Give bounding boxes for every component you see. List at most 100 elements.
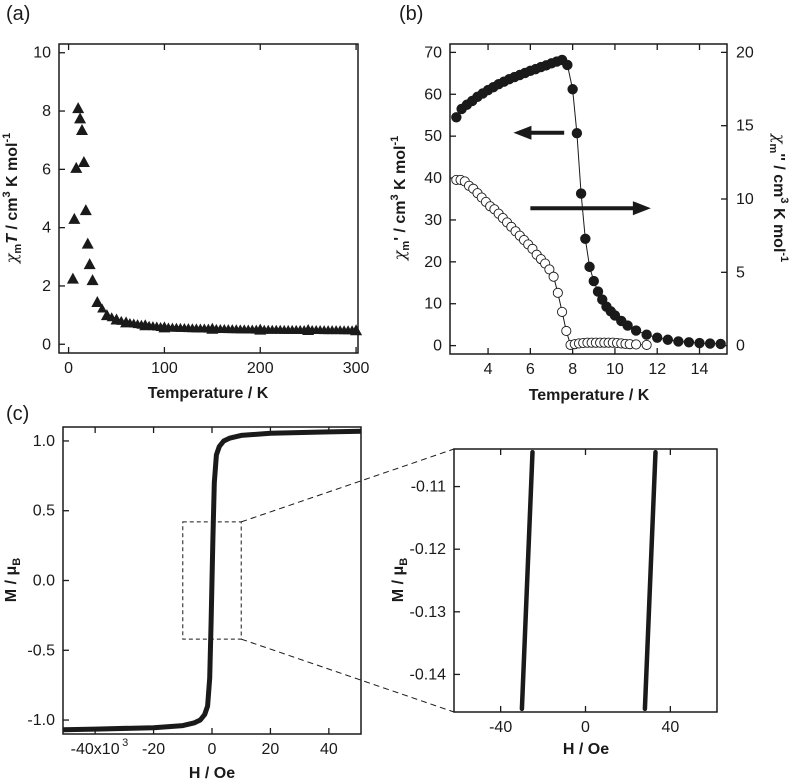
triangle-marker	[299, 324, 310, 334]
y2-label-b-chi: χ	[770, 133, 789, 145]
triangle-marker	[116, 315, 127, 325]
triangle-marker	[203, 323, 214, 333]
inset-branch-right	[642, 449, 658, 712]
inset-branch-left	[519, 449, 535, 712]
open-circle-marker	[552, 287, 563, 298]
triangle-marker	[81, 237, 94, 249]
zoom-leader-top	[241, 448, 455, 523]
y-label-b-unit: / cm	[392, 201, 409, 237]
data-series-c-inset	[519, 449, 658, 712]
b-xtick-label: 4	[484, 361, 493, 378]
axis-ticks-c-main: -40x10 -20 0 20 40 3 -1.0 -0.5 0.0 0.5 1.0	[27, 427, 338, 758]
b-xtick-label: 14	[691, 361, 709, 378]
data-series-b	[451, 54, 726, 350]
y-label-c-main: M / μ	[3, 566, 20, 602]
filled-circle-marker	[575, 188, 587, 199]
axis-ticks-c-inset: -40 0 40 -0.11 -0.12 -0.13 -0.14	[410, 449, 679, 736]
filled-circle-marker	[630, 325, 642, 336]
y-label-c-inset: M / μ	[390, 566, 407, 602]
y-label-a-sup2: -1	[1, 133, 13, 143]
a-xtick-label: 200	[247, 360, 274, 377]
arrow-right-head	[632, 201, 651, 216]
filled-circle-marker	[584, 261, 595, 273]
c-xtick-label: 40	[320, 741, 338, 758]
triangle-marker	[66, 272, 79, 284]
filled-circle-marker	[580, 233, 591, 244]
series-line-left	[455, 59, 721, 345]
y-label-a-unit: / cm	[4, 198, 21, 234]
b-ytick-label: 30	[424, 212, 442, 229]
y-label-a-T: T	[4, 233, 21, 244]
y2-label-b-sub: m	[767, 144, 779, 154]
data-series-c-main	[62, 428, 362, 733]
y-axis-label-a: χmT / cm3 K mol-1	[1, 133, 24, 265]
filled-circle-marker	[562, 59, 573, 71]
hysteresis-curve	[62, 428, 362, 733]
c-xtick-label: -20	[142, 741, 165, 758]
y-label-b-unit2: K mol	[392, 146, 409, 195]
c-ytick-label: -1.0	[27, 712, 55, 729]
b-right-ytick-label: 10	[736, 191, 754, 208]
filled-circle-marker	[694, 337, 705, 349]
triangle-marker	[155, 321, 166, 331]
zoom-box	[182, 521, 242, 640]
x-axis-label-a: Temperature / K	[148, 385, 269, 402]
a-xtick-label: 300	[343, 360, 370, 377]
filled-circle-marker	[683, 337, 695, 348]
b-ytick-label: 0	[433, 338, 442, 355]
plot-frame-a	[58, 43, 359, 354]
open-circle-marker	[561, 325, 572, 337]
filled-circle-marker	[451, 112, 462, 123]
axis-arrows-b	[513, 125, 651, 216]
y-label-c-main-sub: B	[11, 558, 23, 566]
chart-c-inset: -40 0 40 -0.11 -0.12 -0.13 -0.14 H / Oe M / μB	[390, 448, 718, 758]
b-ytick-label: 60	[424, 86, 442, 103]
open-circle-marker	[641, 339, 652, 350]
filled-circle-marker	[588, 275, 599, 287]
x-axis-label-c-main: H / Oe	[189, 765, 235, 782]
y-label-b-sub: m	[400, 241, 412, 251]
filled-circle-marker	[641, 329, 652, 340]
a-xtick-label: 100	[151, 360, 178, 377]
inset-xtick-label: -40	[489, 719, 512, 736]
a-ytick-label: 0	[42, 336, 51, 353]
y-label-a-chi: χ	[2, 252, 21, 264]
plot-frame-c-inset	[453, 448, 718, 713]
triangle-marker	[91, 295, 104, 307]
zoom-box-c	[182, 448, 455, 713]
b-right-ytick-label: 5	[736, 264, 745, 281]
filled-circle-marker	[567, 84, 578, 95]
b-ytick-label: 50	[424, 128, 442, 145]
triangle-marker	[70, 161, 83, 173]
c-ytick-label: 1.0	[33, 433, 55, 450]
inset-xtick-label: 0	[581, 719, 590, 736]
chart-a: 0 100 200 300 0 2 4 6 8 10 Temperature / K χmT / …	[1, 43, 370, 402]
y2-label-b-sup2: -1	[778, 252, 790, 262]
triangle-marker	[251, 324, 262, 334]
b-xtick-label: 10	[606, 361, 624, 378]
triangle-marker	[74, 112, 87, 124]
filled-circle-marker	[715, 338, 726, 350]
b-right-ytick-label: 15	[736, 118, 754, 135]
triangle-marker	[347, 325, 358, 335]
b-xtick-label: 8	[568, 361, 577, 378]
axis-ticks-b: 4 6 8 10 12 14 0 10 20 30 40 50 60 70 0 5 10 15 20	[424, 44, 754, 378]
y-label-a-sup: 3	[1, 191, 13, 197]
triangle-marker	[86, 274, 99, 286]
zoom-leader-bottom	[241, 638, 455, 713]
y-label-a-unit2: K mol	[4, 143, 21, 192]
y2-label-b-unit2: K mol	[770, 204, 787, 253]
b-ytick-label: 10	[424, 296, 442, 313]
panel-label-b: (b)	[399, 3, 423, 25]
y-label-b-prime: '	[392, 237, 409, 241]
b-xtick-label: 12	[648, 361, 666, 378]
y-label-b-sup2: -1	[389, 136, 401, 146]
triangle-marker	[68, 212, 81, 224]
open-circle-marker	[557, 306, 568, 317]
a-ytick-label: 8	[42, 103, 51, 120]
inset-ytick-label: -0.14	[410, 666, 447, 683]
b-xtick-label: 6	[526, 361, 535, 378]
b-right-ytick-label: 20	[736, 44, 754, 61]
y-axis-label-b-right: χm'' / cm3 K mol-1	[767, 133, 790, 262]
